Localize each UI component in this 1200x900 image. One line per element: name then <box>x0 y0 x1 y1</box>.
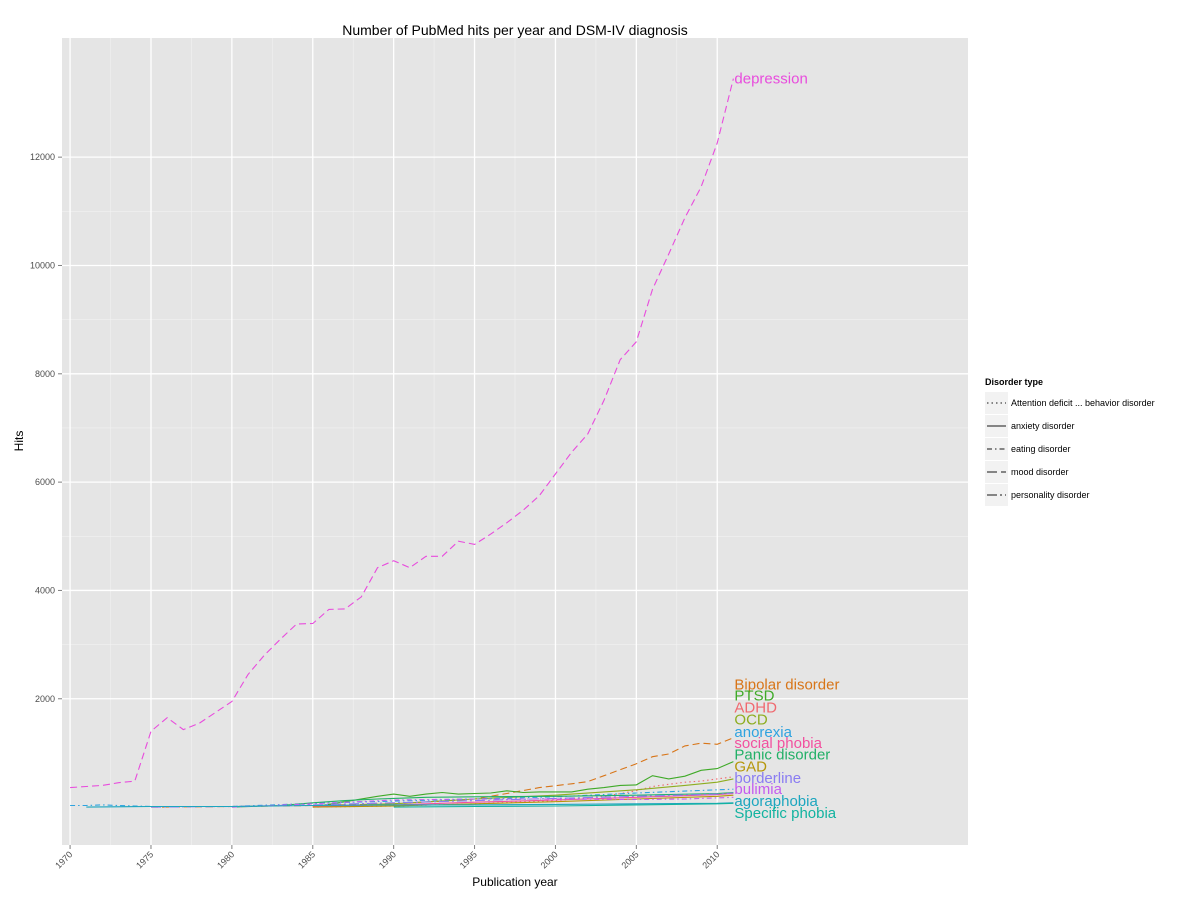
y-tick-label: 12000 <box>30 152 55 162</box>
legend-title: Disorder type <box>985 377 1043 387</box>
series-label: OCD <box>734 711 768 728</box>
x-tick-label: 2000 <box>539 849 560 870</box>
series-label: anorexia <box>734 724 792 741</box>
series-label: ADHD <box>734 699 777 716</box>
y-tick-label: 10000 <box>30 260 55 270</box>
x-tick-label: 1980 <box>215 849 236 870</box>
legend-label: anxiety disorder <box>1011 421 1075 431</box>
series-label: PTSD <box>734 688 774 705</box>
series-label: agoraphobia <box>734 793 818 810</box>
x-tick-label: 1995 <box>458 849 479 870</box>
y-axis-title: Hits <box>12 431 26 452</box>
series-labels: depression Bipolar disorderPTSDADHDOCDano… <box>734 71 839 822</box>
x-tick-label: 1985 <box>296 849 317 870</box>
series-line <box>312 761 734 808</box>
series-label: bulimia <box>734 781 782 798</box>
x-tick-label: 1970 <box>53 849 74 870</box>
series-line <box>231 791 734 808</box>
y-tick-label: 4000 <box>35 585 55 595</box>
series-label: Panic disorder <box>734 747 830 764</box>
series-label: GAD <box>734 758 767 775</box>
y-tick-label: 8000 <box>35 369 55 379</box>
series-line <box>393 802 734 808</box>
x-tick-label: 2005 <box>620 849 641 870</box>
x-axis-title: Publication year <box>472 875 557 889</box>
series-line <box>312 794 734 808</box>
series-line <box>312 776 734 808</box>
grid-lines <box>62 38 968 845</box>
series-line <box>86 802 734 808</box>
series-lines <box>70 78 734 808</box>
series-label: depression <box>734 71 807 88</box>
legend-label: personality disorder <box>1011 490 1090 500</box>
y-tick-label: 2000 <box>35 694 55 704</box>
x-tick-label: 1975 <box>134 849 155 870</box>
x-tick-label: 1990 <box>377 849 398 870</box>
series-label: borderline <box>734 770 801 787</box>
legend: Disorder type Attention deficit ... beha… <box>985 377 1155 506</box>
legend-label: mood disorder <box>1011 467 1069 477</box>
series-label: social phobia <box>734 735 822 752</box>
series-line <box>312 778 734 808</box>
legend-label: Attention deficit ... behavior disorder <box>1011 398 1155 408</box>
legend-label: eating disorder <box>1011 444 1071 454</box>
series-label: Bipolar disorder <box>734 677 839 694</box>
series-label: Specific phobia <box>734 805 836 822</box>
chart-title: Number of PubMed hits per year and DSM-I… <box>342 22 688 38</box>
y-tick-label: 6000 <box>35 477 55 487</box>
x-tick-label: 2010 <box>700 849 721 870</box>
series-line <box>70 78 734 789</box>
